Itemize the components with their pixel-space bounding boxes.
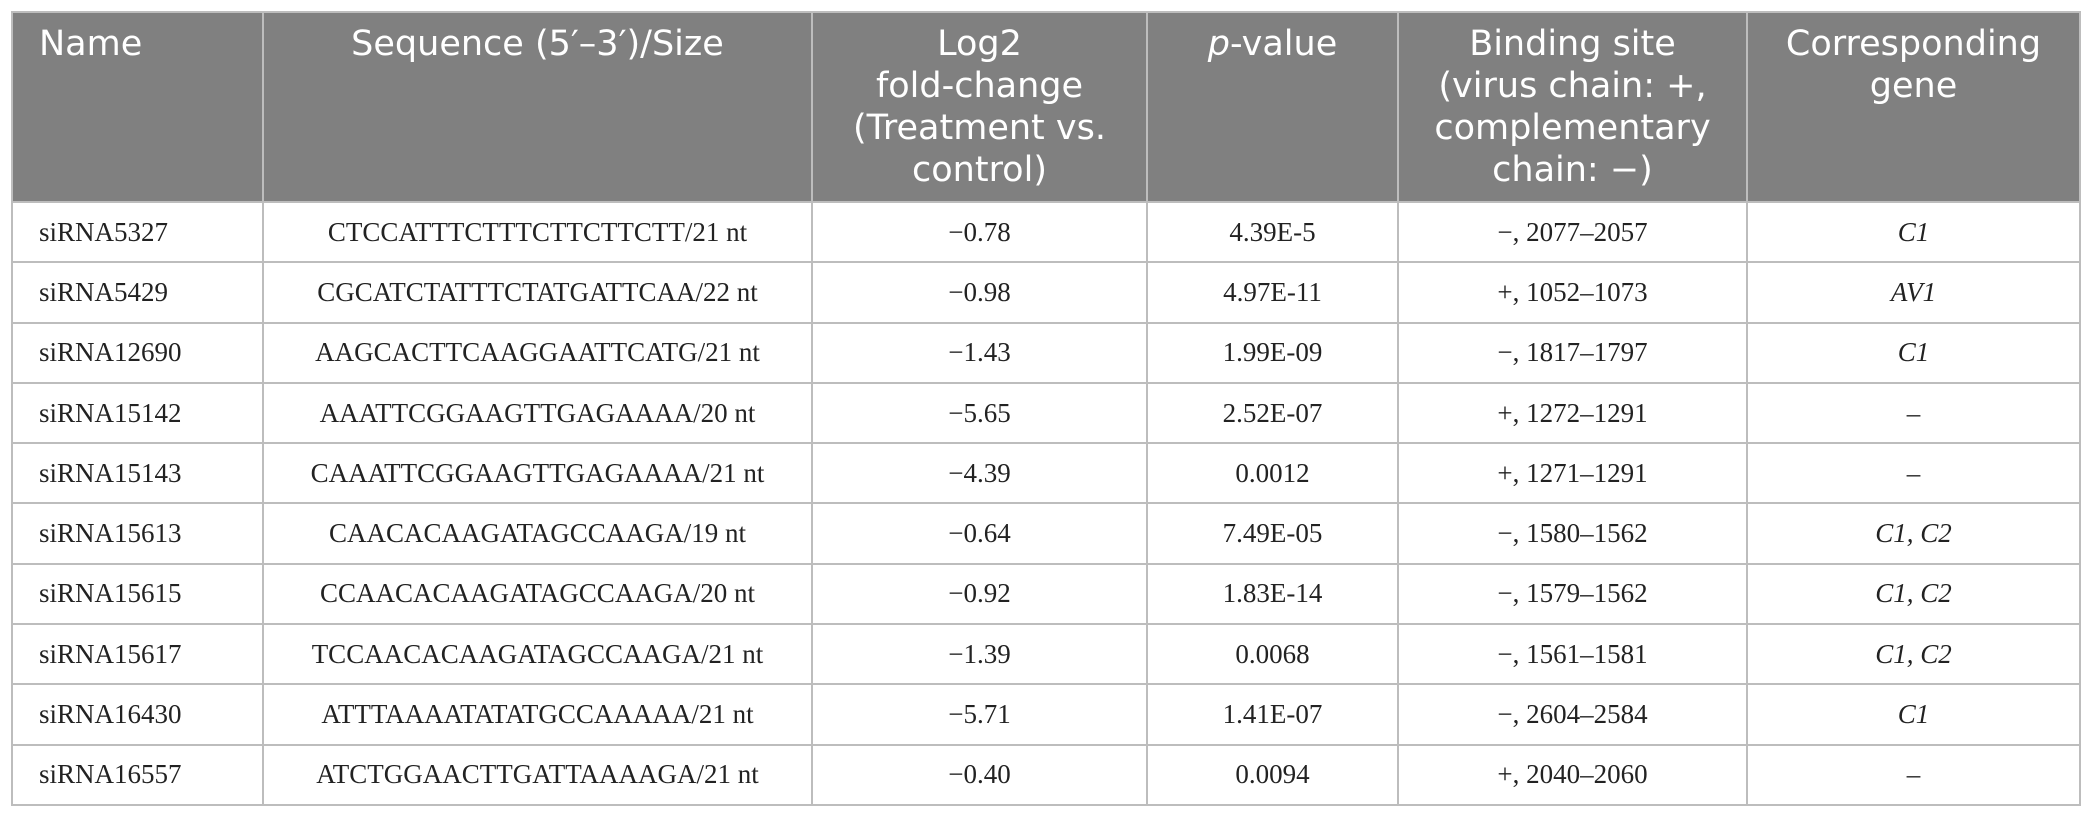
cell-gene: – xyxy=(1746,381,2081,445)
header-log2fc-line3: (Treatment vs. xyxy=(853,108,1106,148)
cell-gene: – xyxy=(1746,743,2081,806)
cell-binding-site: +, 1272–1291 xyxy=(1397,381,1748,445)
header-binding-line2: (virus chain: +, xyxy=(1438,66,1707,106)
cell-pvalue: 0.0012 xyxy=(1146,442,1399,505)
header-log2fc-line2: fold-change xyxy=(875,66,1084,106)
cell-sequence: CGCATCTATTTCTATGATTCAA/22 nt xyxy=(262,261,813,324)
header-name: Name xyxy=(11,11,264,203)
cell-gene: AV1 xyxy=(1746,261,2081,324)
table-row: siRNA15142 AAATTCGGAAGTTGAGAAAA/20 nt −5… xyxy=(11,381,2081,445)
header-binding-site: Binding site (virus chain: +, complement… xyxy=(1397,11,1748,203)
cell-gene: – xyxy=(1746,442,2081,505)
header-sequence-label: Sequence (5′–3′)/Size xyxy=(351,24,724,64)
cell-sequence: AAGCACTTCAAGGAATTCATG/21 nt xyxy=(262,321,813,384)
header-log2fc-line1: Log2 xyxy=(937,24,1022,64)
cell-pvalue: 0.0068 xyxy=(1146,623,1399,686)
table-row: siRNA15613 CAACACAAGATAGCCAAGA/19 nt −0.… xyxy=(11,502,2081,565)
sirna-table-container: Name Sequence (5′–3′)/Size Log2 fold-cha… xyxy=(11,11,2081,806)
header-row: Name Sequence (5′–3′)/Size Log2 fold-cha… xyxy=(11,11,2081,203)
cell-pvalue: 2.52E-07 xyxy=(1146,381,1399,445)
table-row: siRNA16557 ATCTGGAACTTGATTAAAAGA/21 nt −… xyxy=(11,743,2081,806)
cell-pvalue: 1.83E-14 xyxy=(1146,562,1399,626)
header-pvalue: p-value xyxy=(1146,11,1399,203)
cell-log2fc: −1.39 xyxy=(811,623,1148,686)
cell-binding-site: −, 1580–1562 xyxy=(1397,502,1748,565)
cell-log2fc: −5.71 xyxy=(811,683,1148,746)
cell-sequence: CAACACAAGATAGCCAAGA/19 nt xyxy=(262,502,813,565)
cell-log2fc: −0.92 xyxy=(811,562,1148,626)
cell-name: siRNA16430 xyxy=(11,683,264,746)
cell-gene: C1 xyxy=(1746,683,2081,746)
header-binding-line3: complementary xyxy=(1434,108,1711,148)
cell-binding-site: −, 2604–2584 xyxy=(1397,683,1748,746)
cell-log2fc: −5.65 xyxy=(811,381,1148,445)
table-row: siRNA5429 CGCATCTATTTCTATGATTCAA/22 nt −… xyxy=(11,261,2081,324)
cell-binding-site: −, 1817–1797 xyxy=(1397,321,1748,384)
table-header: Name Sequence (5′–3′)/Size Log2 fold-cha… xyxy=(11,11,2081,203)
cell-log2fc: −0.64 xyxy=(811,502,1148,565)
table-row: siRNA5327 CTCCATTTCTTTCTTCTTCTT/21 nt −0… xyxy=(11,200,2081,264)
cell-gene: C1, C2 xyxy=(1746,562,2081,626)
cell-gene: C1 xyxy=(1746,321,2081,384)
cell-name: siRNA15613 xyxy=(11,502,264,565)
cell-sequence: CAAATTCGGAAGTTGAGAAAA/21 nt xyxy=(262,442,813,505)
header-name-label: Name xyxy=(39,24,143,64)
cell-sequence: TCCAACACAAGATAGCCAAGA/21 nt xyxy=(262,623,813,686)
table-body: siRNA5327 CTCCATTTCTTTCTTCTTCTT/21 nt −0… xyxy=(11,200,2081,806)
cell-binding-site: +, 2040–2060 xyxy=(1397,743,1748,806)
cell-pvalue: 0.0094 xyxy=(1146,743,1399,806)
cell-binding-site: −, 1579–1562 xyxy=(1397,562,1748,626)
cell-gene: C1 xyxy=(1746,200,2081,264)
cell-binding-site: −, 2077–2057 xyxy=(1397,200,1748,264)
cell-pvalue: 7.49E-05 xyxy=(1146,502,1399,565)
cell-pvalue: 4.39E-5 xyxy=(1146,200,1399,264)
header-gene-line2: gene xyxy=(1869,66,1958,106)
cell-log2fc: −0.78 xyxy=(811,200,1148,264)
cell-gene: C1, C2 xyxy=(1746,502,2081,565)
cell-sequence: ATTTAAAATATATGCCAAAAA/21 nt xyxy=(262,683,813,746)
cell-name: siRNA16557 xyxy=(11,743,264,806)
cell-sequence: CCAACACAAGATAGCCAAGA/20 nt xyxy=(262,562,813,626)
cell-binding-site: +, 1271–1291 xyxy=(1397,442,1748,505)
cell-sequence: AAATTCGGAAGTTGAGAAAA/20 nt xyxy=(262,381,813,445)
header-gene: Corresponding gene xyxy=(1746,11,2081,203)
cell-log2fc: −4.39 xyxy=(811,442,1148,505)
cell-name: siRNA15615 xyxy=(11,562,264,626)
header-log2fc-line4: control) xyxy=(912,150,1047,190)
header-binding-line4: chain: −) xyxy=(1492,150,1653,190)
table-row: siRNA15615 CCAACACAAGATAGCCAAGA/20 nt −0… xyxy=(11,562,2081,626)
cell-log2fc: −0.98 xyxy=(811,261,1148,324)
cell-name: siRNA12690 xyxy=(11,321,264,384)
header-binding-line1: Binding site xyxy=(1469,24,1676,64)
cell-pvalue: 4.97E-11 xyxy=(1146,261,1399,324)
table-row: siRNA16430 ATTTAAAATATATGCCAAAAA/21 nt −… xyxy=(11,683,2081,746)
cell-log2fc: −1.43 xyxy=(811,321,1148,384)
cell-pvalue: 1.41E-07 xyxy=(1146,683,1399,746)
cell-log2fc: −0.40 xyxy=(811,743,1148,806)
cell-name: siRNA15617 xyxy=(11,623,264,686)
header-log2fc: Log2 fold-change (Treatment vs. control) xyxy=(811,11,1148,203)
cell-sequence: CTCCATTTCTTTCTTCTTCTT/21 nt xyxy=(262,200,813,264)
header-gene-line1: Corresponding xyxy=(1785,24,2042,64)
cell-name: siRNA5327 xyxy=(11,200,264,264)
table-row: siRNA15617 TCCAACACAAGATAGCCAAGA/21 nt −… xyxy=(11,623,2081,686)
cell-name: siRNA5429 xyxy=(11,261,264,324)
header-pvalue-rest: -value xyxy=(1229,24,1338,64)
table-row: siRNA12690 AAGCACTTCAAGGAATTCATG/21 nt −… xyxy=(11,321,2081,384)
cell-name: siRNA15142 xyxy=(11,381,264,445)
cell-gene: C1, C2 xyxy=(1746,623,2081,686)
cell-sequence: ATCTGGAACTTGATTAAAAGA/21 nt xyxy=(262,743,813,806)
cell-binding-site: −, 1561–1581 xyxy=(1397,623,1748,686)
table-row: siRNA15143 CAAATTCGGAAGTTGAGAAAA/21 nt −… xyxy=(11,442,2081,505)
cell-pvalue: 1.99E-09 xyxy=(1146,321,1399,384)
cell-binding-site: +, 1052–1073 xyxy=(1397,261,1748,324)
sirna-table: Name Sequence (5′–3′)/Size Log2 fold-cha… xyxy=(11,11,2081,806)
header-pvalue-p: p xyxy=(1207,24,1230,64)
cell-name: siRNA15143 xyxy=(11,442,264,505)
header-sequence: Sequence (5′–3′)/Size xyxy=(262,11,813,203)
